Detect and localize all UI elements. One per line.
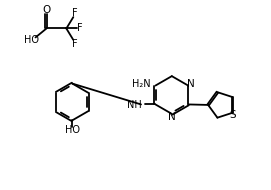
Text: S: S (230, 110, 236, 120)
Text: H₂N: H₂N (132, 79, 151, 89)
Text: N: N (169, 112, 176, 122)
Text: F: F (77, 24, 83, 33)
Text: HO: HO (24, 35, 38, 45)
Text: O: O (42, 5, 51, 15)
Text: F: F (73, 39, 78, 49)
Text: N: N (187, 79, 195, 89)
Text: HO: HO (65, 125, 80, 135)
Text: F: F (73, 8, 78, 18)
Text: NH: NH (127, 100, 142, 110)
